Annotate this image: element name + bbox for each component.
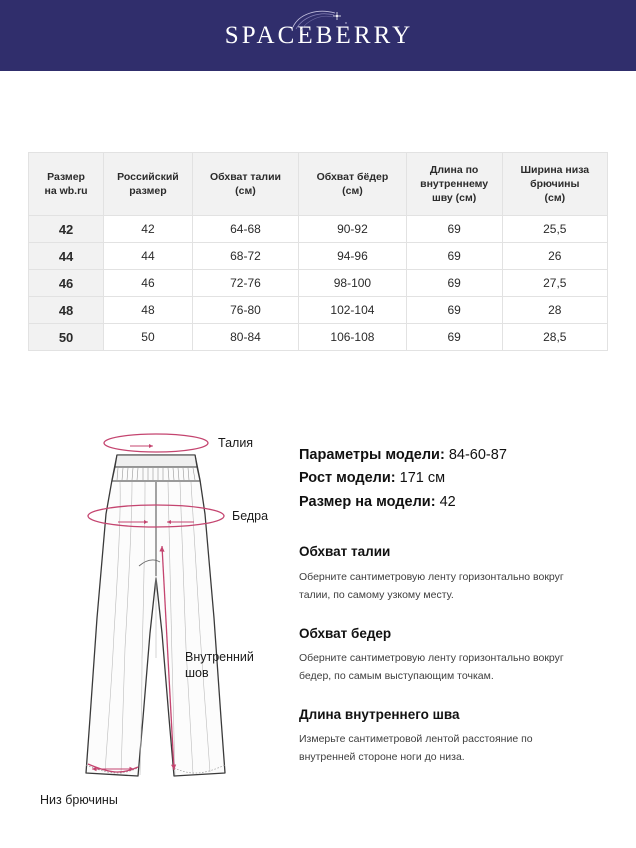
cell-hips: 90-92	[298, 215, 407, 243]
model-params-value: 84-60-87	[448, 447, 507, 463]
col-header-hips: Обхват бёдер (см)	[298, 152, 407, 216]
hem-measure	[87, 763, 139, 773]
cell-waist: 68-72	[191, 242, 300, 270]
instruction-section: Обхват талии Оберните сантиметровую ленту…	[299, 544, 599, 603]
waistband-elastic	[111, 466, 201, 482]
waist-measure	[103, 433, 209, 453]
pants-illustration	[85, 454, 226, 777]
hips-measure	[87, 504, 225, 528]
instruction-title: Обхват бедер	[299, 625, 392, 641]
table-row: 48 48 76-80 102-104 69 28	[27, 296, 609, 324]
cell-wb-size: 42	[27, 215, 105, 243]
cell-hem: 27,5	[501, 269, 609, 297]
label-hips: Бедра	[232, 509, 268, 523]
col-header-ru-size: Российский размер	[103, 152, 193, 216]
label-inseam-line2: шов	[185, 666, 209, 680]
cell-ru: 42	[103, 215, 193, 243]
model-info-panel: Параметры модели: 84-60-87 Рост модели: …	[299, 444, 599, 766]
elastic-shirring	[116, 467, 196, 481]
model-height-value: 171 см	[399, 470, 446, 487]
hem-line-right	[173, 764, 226, 774]
model-height-label: Рост модели:	[299, 470, 396, 487]
size-table-container: Размер на wb.ru Российский размер Обхват…	[27, 152, 609, 351]
cell-hem: 28,5	[501, 323, 609, 351]
cell-inseam: 69	[405, 215, 503, 243]
cell-inseam: 69	[405, 323, 503, 351]
cell-wb-size: 46	[27, 269, 105, 297]
waistband	[114, 454, 198, 468]
hem-line-left	[85, 764, 139, 774]
table-body: 42 42 64-68 90-92 69 25,5 44 44 68-72 94-96 69 26 46…	[27, 215, 609, 351]
model-params-line: Параметры модели: 84-60-87	[299, 444, 599, 467]
cell-hips: 106-108	[298, 323, 407, 351]
brand-name: SPACEBERRY	[224, 22, 414, 49]
crotch-detail	[138, 559, 161, 567]
cell-wb-size: 44	[27, 242, 105, 270]
cell-hips: 94-96	[298, 242, 407, 270]
label-hem: Низ брючины	[40, 793, 118, 807]
cell-inseam: 69	[405, 242, 503, 270]
instruction-body: Измерьте сантиметровой лентой расстояние…	[299, 733, 533, 764]
cell-waist: 64-68	[191, 215, 300, 243]
pants-outline	[85, 454, 226, 777]
table-header-row: Размер на wb.ru Российский размер Обхват…	[27, 152, 609, 216]
fabric-folds	[113, 481, 201, 659]
model-size-label: Размер на модели:	[299, 493, 436, 510]
cell-wb-size: 48	[27, 296, 105, 324]
leg-drape-lines	[104, 632, 211, 776]
measurement-instructions: Обхват талии Оберните сантиметровую ленту…	[299, 544, 599, 766]
site-header: SPACEBERRY	[0, 0, 636, 71]
cell-hem: 28	[501, 296, 609, 324]
cell-waist: 72-76	[191, 269, 300, 297]
instruction-section: Длина внутреннего шва Измерьте сантиметро…	[299, 707, 599, 766]
col-header-wb-size: Размер на wb.ru	[27, 152, 105, 216]
cell-hem: 26	[501, 242, 609, 270]
col-header-inseam: Длина по внутреннему шву (см)	[405, 152, 503, 216]
model-params-label: Параметры модели:	[299, 447, 445, 463]
instruction-body: Оберните сантиметровую ленту горизонталь…	[299, 570, 564, 601]
instruction-section: Обхват бедер Оберните сантиметровую ленту…	[299, 626, 599, 685]
model-height-line: Рост модели: 171 см	[299, 467, 599, 490]
cell-ru: 46	[103, 269, 193, 297]
pants-measurement-diagram: Талия Бедра Внутренний шов	[22, 418, 290, 818]
cell-inseam: 69	[405, 296, 503, 324]
col-header-hem-width: Ширина низа брючины (см)	[501, 152, 609, 216]
cell-wb-size: 50	[27, 323, 105, 351]
brand-logo[interactable]: SPACEBERRY	[223, 10, 414, 49]
cell-inseam: 69	[405, 269, 503, 297]
table-row: 50 50 80-84 106-108 69 28,5	[27, 323, 609, 351]
label-waist: Талия	[218, 436, 253, 450]
cell-hem: 25,5	[501, 215, 609, 243]
cell-ru: 48	[103, 296, 193, 324]
table-row: 42 42 64-68 90-92 69 25,5	[27, 215, 609, 243]
instruction-title: Длина внутреннего шва	[299, 707, 460, 723]
label-inseam-line1: Внутренний	[185, 650, 254, 664]
model-size-value: 42	[439, 493, 456, 510]
inseam-measure	[159, 545, 177, 771]
cell-hips: 98-100	[298, 269, 407, 297]
table-header: Размер на wb.ru Российский размер Обхват…	[27, 152, 609, 216]
cell-waist: 76-80	[191, 296, 300, 324]
model-size-line: Размер на модели: 42	[299, 491, 599, 514]
cell-ru: 50	[103, 323, 193, 351]
cell-waist: 80-84	[191, 323, 300, 351]
table-row: 44 44 68-72 94-96 69 26	[27, 242, 609, 270]
cell-ru: 44	[103, 242, 193, 270]
instruction-body: Оберните сантиметровую ленту горизонталь…	[299, 651, 564, 682]
table-row: 46 46 72-76 98-100 69 27,5	[27, 269, 609, 297]
instruction-title: Обхват талии	[299, 544, 391, 560]
col-header-waist: Обхват талии (см)	[191, 152, 300, 216]
size-table: Размер на wb.ru Российский размер Обхват…	[27, 152, 609, 351]
cell-hips: 102-104	[298, 296, 407, 324]
